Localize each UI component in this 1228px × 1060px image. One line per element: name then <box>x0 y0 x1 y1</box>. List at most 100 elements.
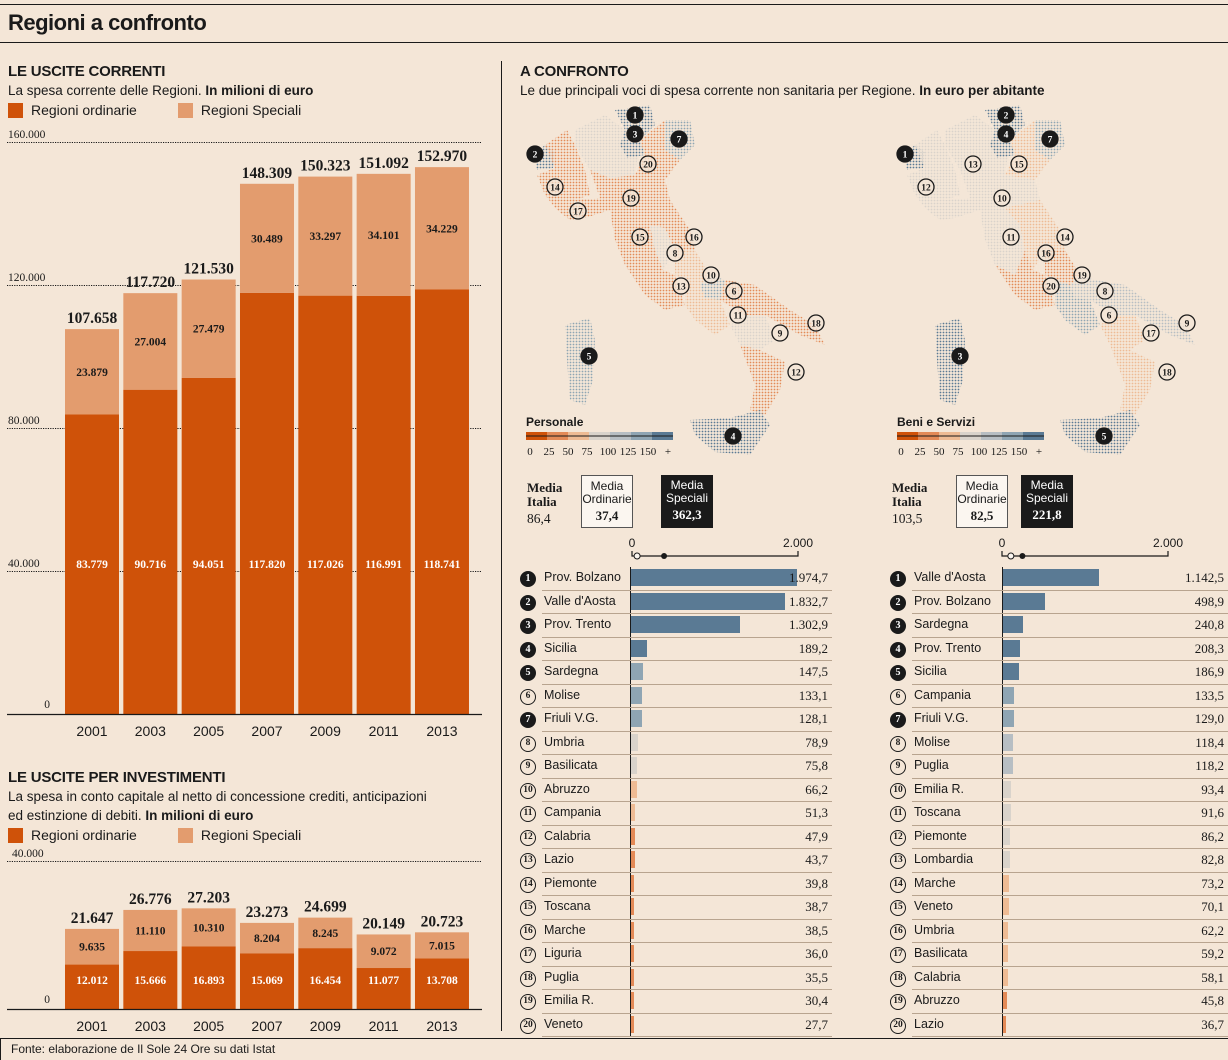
map-marker: 14 <box>1056 228 1074 246</box>
rank-badge: 4 <box>520 641 536 658</box>
region-name: Sardegna <box>914 617 969 631</box>
rank-badge: 16 <box>520 923 536 940</box>
map-marker: 19 <box>1073 266 1091 284</box>
region-name: Lombardia <box>914 852 974 866</box>
bar-speciali <box>414 932 469 959</box>
ranking-row: 6 Campania 133,5 <box>890 685 1228 708</box>
scale-tick-label: 50 <box>563 446 575 458</box>
marker-number: 5 <box>1102 433 1107 443</box>
region-value: 66,2 <box>805 781 828 797</box>
x-tick-label: 2001 <box>76 1018 107 1034</box>
marker-circle <box>546 178 564 196</box>
rank-badge: 5 <box>890 665 906 681</box>
marker-number: 2 <box>1004 112 1009 122</box>
ranking-row: 17 Liguria 36,0 <box>520 943 832 967</box>
rank-badge: 11 <box>890 806 906 822</box>
map-marker: 18 <box>1158 363 1176 381</box>
region-lig <box>927 198 980 220</box>
ranking-row: 13 Lombardia 82,8 <box>890 849 1228 873</box>
value-bar <box>631 898 635 915</box>
region-name: Toscana <box>544 899 591 913</box>
region-value: 189,2 <box>798 640 828 656</box>
region-cal <box>740 345 785 415</box>
region-name: Umbria <box>914 922 955 937</box>
label-speciali: 8.245 <box>312 928 338 940</box>
region-name: Campania <box>914 687 971 702</box>
region-pug <box>1090 280 1195 345</box>
map-marker: 15 <box>1010 155 1028 173</box>
map-marker: 16 <box>1037 244 1055 262</box>
media-speciali-beni: Media Speciali 221,8 <box>1021 475 1073 528</box>
media-italia-value: 103,5 <box>892 511 923 526</box>
value-bar <box>1003 827 1011 845</box>
marker-number: 12 <box>921 184 931 194</box>
marker-number: 16 <box>1041 250 1051 260</box>
region-name: Sicilia <box>544 640 577 655</box>
scale-tick-label: 150 <box>1011 446 1028 458</box>
marker-circle <box>526 145 544 163</box>
value-bar <box>631 945 635 962</box>
media-italia-label: Italia <box>527 494 557 509</box>
marker-circle <box>1010 155 1028 173</box>
ranking-row: 5 Sardegna 147,5 <box>520 661 832 685</box>
marker-number: 3 <box>958 353 963 363</box>
marker-number: 19 <box>626 195 636 205</box>
media-ord-label: Media <box>965 479 999 493</box>
row-divider <box>542 683 832 685</box>
correnti-legend: Regioni ordinarie Regioni Speciali <box>8 102 341 118</box>
marker-circle <box>724 427 742 445</box>
ranking-row: 11 Toscana 91,6 <box>890 802 1228 826</box>
x-tick-label: 2003 <box>135 723 166 739</box>
x-tick-label: 2007 <box>251 723 282 739</box>
investimenti-legend: Regioni ordinarie Regioni Speciali <box>8 827 341 843</box>
row-divider <box>912 942 1228 943</box>
label-total: 152.970 <box>417 148 468 165</box>
marker-circle <box>569 202 587 220</box>
ranking-row: 10 Abruzzo 66,2 <box>520 779 832 802</box>
y-tick-label: 120.000 <box>8 272 46 284</box>
chart-uscite-correnti: 0 40.000 80.000 120.000 160.000 83.779 23.879 1… <box>7 129 482 739</box>
region-name: Molise <box>914 734 951 749</box>
marker-number: 13 <box>968 161 978 171</box>
label-ordinarie: 16.454 <box>310 975 342 987</box>
region-name: Prov. Trento <box>544 617 612 631</box>
confronto-heading: A CONFRONTO <box>520 63 629 80</box>
marker-number: 11 <box>734 312 743 322</box>
row-divider <box>542 777 832 779</box>
marker-circle <box>685 228 703 246</box>
value-bar <box>631 710 642 727</box>
bar-ordinarie <box>181 377 236 714</box>
rank-badge: 5 <box>520 665 536 681</box>
confronto-subtitle: Le due principali voci di spesa corrente… <box>520 81 1045 100</box>
ranking-row: 19 Abruzzo 45,8 <box>890 990 1228 1014</box>
value-bar <box>1003 780 1011 798</box>
map-marker: 9 <box>771 324 789 342</box>
axis-line <box>631 551 799 557</box>
rank-badge: 3 <box>520 618 536 634</box>
label-total: 150.323 <box>300 158 351 175</box>
value-bar <box>631 921 635 939</box>
value-bar <box>1003 898 1009 915</box>
bar-ordinarie <box>181 946 236 1009</box>
map-marker: 12 <box>787 363 805 381</box>
media-spe-value: 362,3 <box>672 507 702 522</box>
rank-badge: 10 <box>520 782 536 799</box>
row-divider <box>912 824 1228 826</box>
value-bar <box>631 804 636 821</box>
region-name: Puglia <box>544 969 579 984</box>
marker-circle <box>639 155 657 173</box>
row-divider <box>912 871 1228 873</box>
marker-number: 18 <box>1162 369 1172 379</box>
region-name: Puglia <box>914 758 949 772</box>
region-name: Calabria <box>544 828 591 843</box>
marker-number: 3 <box>633 131 638 141</box>
row-divider <box>912 989 1228 990</box>
value-bar <box>631 663 644 680</box>
investimenti-unit: In milioni di euro <box>145 808 254 823</box>
value-bar <box>631 639 647 657</box>
value-bar <box>1003 710 1014 727</box>
media-spe-label: Speciali <box>1025 491 1069 505</box>
marker-circle <box>964 155 982 173</box>
marker-circle <box>580 347 598 365</box>
bar-speciali <box>181 279 236 378</box>
